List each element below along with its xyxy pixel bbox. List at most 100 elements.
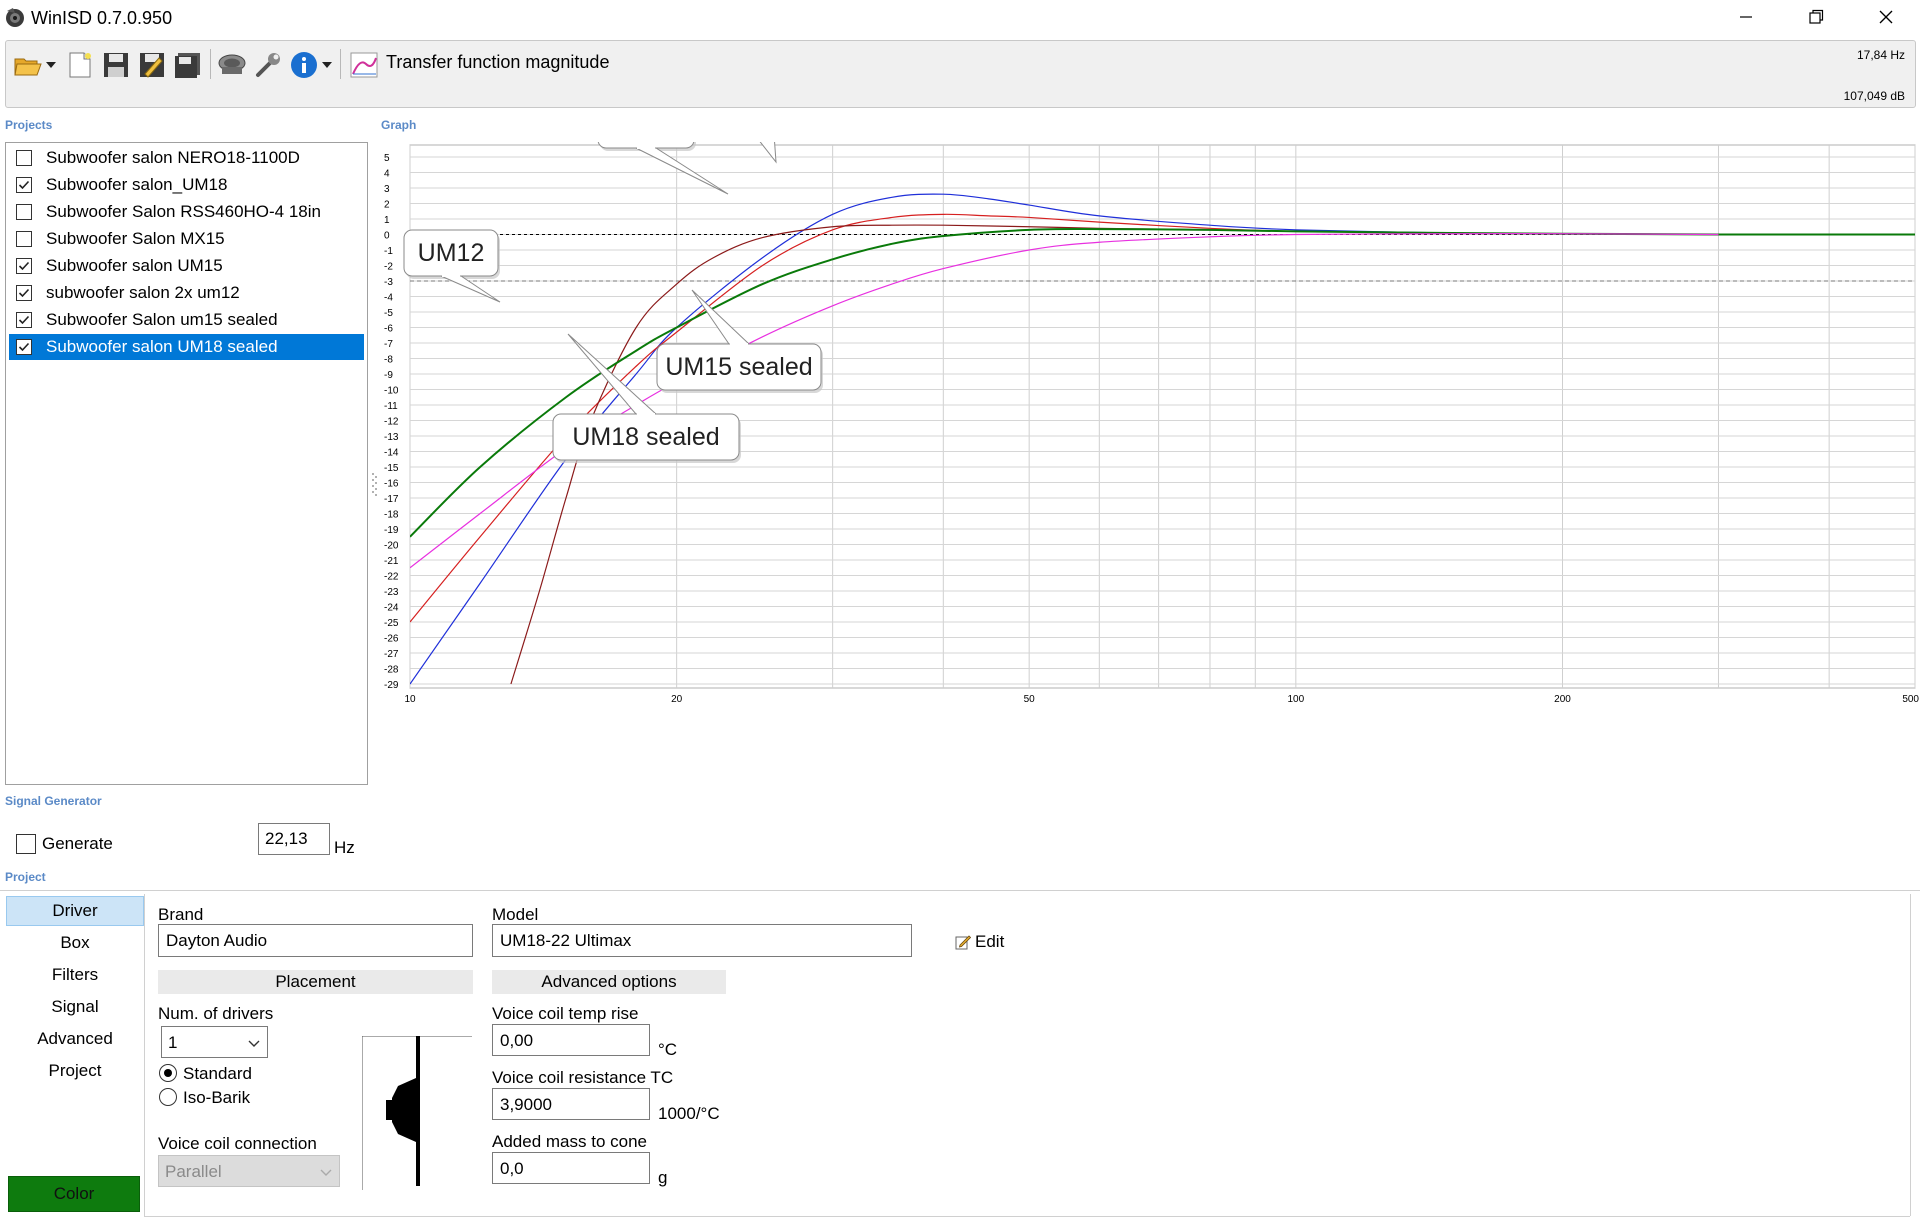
- nav-item-filters[interactable]: Filters: [51, 965, 99, 984]
- voice-coil-connection-label: Voice coil connection: [158, 1134, 317, 1153]
- y-tick-label: -18: [384, 510, 399, 521]
- info-dropdown-button[interactable]: [320, 48, 334, 82]
- voice-coil-connection-select: Parallel: [158, 1155, 340, 1187]
- restore-icon: [1809, 9, 1824, 24]
- standard-radio[interactable]: [159, 1064, 177, 1082]
- save-all-icon: [175, 53, 200, 78]
- project-list-item[interactable]: Subwoofer Salon RSS460HO-4 18in: [9, 199, 364, 225]
- project-checkbox[interactable]: [16, 177, 32, 193]
- tools-button[interactable]: [252, 48, 284, 82]
- added-mass-field[interactable]: 0,0: [492, 1152, 650, 1184]
- info-button[interactable]: [288, 48, 320, 82]
- chart-callout: UM15 sealed: [656, 289, 823, 393]
- project-checkbox[interactable]: [16, 231, 32, 247]
- edit-driver-button[interactable]: Edit: [955, 932, 1004, 952]
- generate-label: Generate: [42, 834, 113, 853]
- project-list-item[interactable]: Subwoofer salon UM15: [9, 253, 364, 279]
- save-button[interactable]: [100, 48, 132, 82]
- project-checkbox[interactable]: [16, 150, 32, 166]
- restore-button[interactable]: [1781, 0, 1851, 34]
- num-drivers-value: 1: [168, 1033, 178, 1052]
- advanced-options-header: Advanced options: [492, 970, 726, 994]
- nav-item-advanced[interactable]: Advanced: [37, 1029, 113, 1048]
- voice-coil-resistance-label: Voice coil resistance TC: [492, 1068, 674, 1087]
- y-tick-label: -4: [384, 293, 393, 304]
- new-project-button[interactable]: [64, 48, 96, 82]
- project-checkbox[interactable]: [16, 312, 32, 328]
- project-name: subwoofer salon 2x um12: [46, 283, 240, 302]
- toolbar-separator: [340, 49, 341, 79]
- generator-frequency-input[interactable]: 22,13: [258, 823, 330, 855]
- y-tick-label: -9: [384, 370, 393, 381]
- isobarik-radio[interactable]: [159, 1088, 177, 1106]
- cursor-frequency-readout: 17,84 Hz: [1856, 48, 1905, 62]
- project-checkbox[interactable]: [16, 339, 32, 355]
- minimize-button[interactable]: [1711, 0, 1781, 34]
- open-project-button[interactable]: [12, 48, 44, 82]
- y-tick-label: 3: [384, 184, 390, 195]
- project-list-item[interactable]: Subwoofer salon_UM18: [9, 172, 364, 198]
- x-tick-label: 500: [1902, 694, 1919, 705]
- project-name: Subwoofer Salon um15 sealed: [46, 310, 278, 329]
- project-name: Subwoofer salon NERO18-1100D: [46, 148, 300, 167]
- open-dropdown-button[interactable]: [44, 48, 58, 82]
- nav-item-driver[interactable]: Driver: [6, 896, 144, 926]
- voice-coil-temp-field[interactable]: 0,00: [492, 1024, 650, 1056]
- brand-field[interactable]: Dayton Audio: [158, 924, 473, 957]
- y-tick-label: -15: [384, 463, 399, 474]
- save-as-button[interactable]: [136, 48, 168, 82]
- project-list-item[interactable]: Subwoofer salon UM18 sealed: [9, 334, 364, 360]
- y-tick-label: -3: [384, 277, 393, 288]
- open-folder-icon: [14, 58, 42, 76]
- app-logo-icon: [6, 8, 24, 27]
- project-checkbox[interactable]: [16, 285, 32, 301]
- nav-item-project[interactable]: Project: [48, 1061, 102, 1080]
- x-tick-label: 200: [1554, 694, 1571, 705]
- color-button[interactable]: Color: [8, 1176, 140, 1212]
- y-tick-label: -13: [384, 432, 399, 443]
- model-field[interactable]: UM18-22 Ultimax: [492, 924, 912, 957]
- splitter-handle[interactable]: [371, 470, 377, 500]
- graph-panel[interactable]: 5 4 3 2 1 0 -1 -2 -3 -4 -5 -6 -7 -8 -9 -10 -11 -12 -13 -14-…: [372, 87, 1920, 874]
- y-tick-label: -11: [384, 401, 398, 412]
- y-tick-label: -8: [384, 355, 393, 366]
- window-title: WinISD 0.7.0.950: [31, 8, 173, 28]
- project-checkbox[interactable]: [16, 204, 32, 220]
- num-drivers-select[interactable]: 1: [161, 1026, 268, 1058]
- y-tick-label: -24: [384, 603, 399, 614]
- voice-coil-resistance-field[interactable]: 3,9000: [492, 1088, 650, 1120]
- driver-editor-button[interactable]: [216, 48, 248, 82]
- project-list-item[interactable]: Subwoofer Salon MX15: [9, 226, 364, 252]
- minimize-icon: [1740, 16, 1752, 18]
- y-tick-label: 4: [384, 169, 390, 180]
- project-list-item[interactable]: Subwoofer Salon um15 sealed: [9, 307, 364, 333]
- y-tick-label: 2: [384, 200, 390, 211]
- projects-list[interactable]: Subwoofer salon NERO18-1100D Subwoofer sa…: [5, 142, 368, 785]
- close-button[interactable]: [1851, 0, 1920, 34]
- y-tick-label: -6: [384, 324, 393, 335]
- y-tick-label: -2: [384, 262, 393, 273]
- projects-section-label: Projects: [5, 118, 53, 132]
- wrench-icon: [256, 53, 280, 77]
- graph-type-button[interactable]: [348, 48, 380, 82]
- nav-item-signal[interactable]: Signal: [51, 997, 99, 1016]
- project-section-label: Project: [5, 870, 46, 884]
- project-checkbox[interactable]: [16, 258, 32, 274]
- brand-label: Brand: [158, 905, 204, 924]
- project-nav-list: Driver Box Filters Signal Advanced Project: [6, 894, 144, 1216]
- graph-type-label[interactable]: Transfer function magnitude: [386, 52, 610, 72]
- transfer-function-chart[interactable]: 543210-1-2-3-4-5-6-7-8-9-10-11-12-13-14-…: [372, 87, 1920, 874]
- added-mass-unit: g: [658, 1168, 668, 1187]
- project-list-item[interactable]: Subwoofer salon NERO18-1100D: [9, 145, 364, 171]
- new-document-icon: [69, 52, 91, 78]
- y-tick-label: 5: [384, 153, 390, 164]
- dropdown-arrow-icon: [46, 62, 56, 68]
- project-list-item[interactable]: subwoofer salon 2x um12: [9, 280, 364, 306]
- project-name: Subwoofer salon_UM18: [46, 175, 228, 194]
- nav-item-box[interactable]: Box: [60, 933, 90, 952]
- generate-checkbox[interactable]: [16, 834, 36, 854]
- y-tick-label: -7: [384, 339, 393, 350]
- save-all-button[interactable]: [172, 48, 204, 82]
- close-icon: [1879, 10, 1893, 24]
- callout-label: UM15 sealed: [665, 353, 812, 381]
